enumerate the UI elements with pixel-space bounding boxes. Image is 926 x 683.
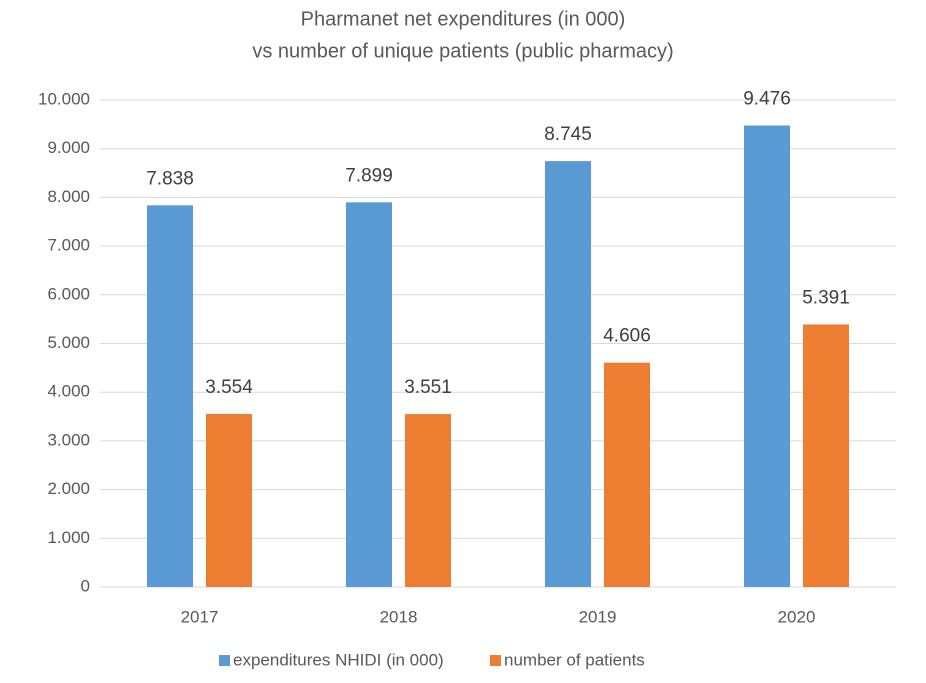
- x-tick-label: 2020: [778, 607, 816, 626]
- bar: [803, 324, 849, 587]
- y-tick-label: 0: [81, 576, 90, 595]
- y-tick-label: 4.000: [47, 382, 90, 401]
- chart-title: vs number of unique patients (public pha…: [252, 40, 673, 62]
- value-label: 4.606: [603, 326, 651, 347]
- value-label: 7.899: [345, 165, 393, 186]
- bar: [346, 202, 392, 587]
- y-tick-label: 8.000: [47, 187, 90, 206]
- legend-label: expenditures NHIDI (in 000): [233, 650, 444, 669]
- bar: [405, 414, 451, 587]
- value-label: 3.554: [205, 377, 253, 398]
- y-tick-label: 9.000: [47, 138, 90, 157]
- bar: [604, 362, 650, 587]
- legend-swatch: [219, 655, 230, 666]
- y-tick-label: 3.000: [47, 430, 90, 449]
- bar: [545, 161, 591, 587]
- value-label: 8.745: [544, 124, 592, 145]
- value-label: 5.391: [802, 287, 850, 308]
- bar: [206, 413, 252, 587]
- legend-swatch: [490, 655, 501, 666]
- x-tick-label: 2018: [380, 607, 418, 626]
- legend-label: number of patients: [504, 650, 645, 669]
- value-label: 3.551: [404, 377, 452, 398]
- y-tick-label: 1.000: [47, 528, 90, 547]
- y-tick-label: 6.000: [47, 284, 90, 303]
- bar: [744, 125, 790, 587]
- bar: [147, 205, 193, 587]
- value-label: 7.838: [146, 168, 194, 189]
- x-tick-label: 2019: [579, 607, 617, 626]
- y-tick-label: 10.000: [38, 89, 90, 108]
- value-label: 9.476: [743, 89, 791, 110]
- y-tick-label: 5.000: [47, 333, 90, 352]
- y-tick-label: 2.000: [47, 479, 90, 498]
- y-tick-label: 7.000: [47, 236, 90, 255]
- x-tick-label: 2017: [181, 607, 219, 626]
- chart-title: Pharmanet net expenditures (in 000): [301, 8, 626, 30]
